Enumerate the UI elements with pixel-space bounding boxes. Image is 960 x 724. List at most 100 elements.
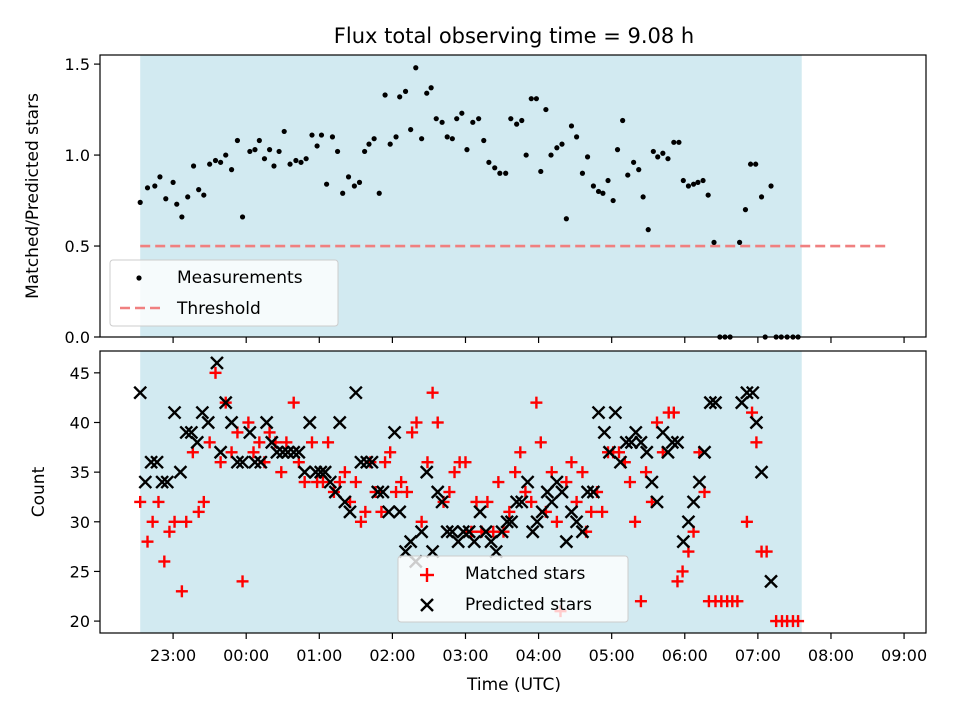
predicted-star-point <box>218 395 233 410</box>
legend-measurements: Measurements <box>177 268 303 288</box>
matched-star-point <box>596 505 609 518</box>
predicted-star-point <box>740 385 754 400</box>
measurement-point <box>700 177 706 184</box>
x-tick-label: 00:00 <box>223 646 269 665</box>
predicted-star-point <box>235 455 250 470</box>
y-tick-label: 0.0 <box>65 328 90 347</box>
x-tick-label: 06:00 <box>662 646 708 665</box>
predicted-legend-marker <box>420 598 434 612</box>
measurement-point <box>492 165 498 171</box>
predicted-star-point <box>160 475 175 489</box>
measurement-point <box>371 136 377 142</box>
measurement-point <box>538 168 544 175</box>
predicted-star-point <box>445 524 460 539</box>
measurement-points <box>137 65 801 340</box>
predicted-star-point <box>451 534 466 549</box>
measurement-point <box>600 190 606 196</box>
legend-threshold: Threshold <box>176 299 261 319</box>
measurement-point <box>281 128 287 135</box>
measurement-point <box>470 119 476 125</box>
predicted-star-point <box>318 465 332 479</box>
measurement-point <box>334 148 341 155</box>
matched-star-point <box>792 615 805 628</box>
predicted-star-point <box>650 495 664 509</box>
count-legend-box <box>397 555 629 623</box>
matched-star-point <box>760 545 773 558</box>
measurement-point <box>157 174 163 180</box>
legend-predicted-stars: Predicted stars <box>465 595 592 615</box>
predicted-star-point <box>504 514 519 529</box>
predicted-star-point <box>749 415 764 430</box>
matched-star-point <box>305 436 318 449</box>
predicted-star-point <box>462 524 476 539</box>
matched-star-point <box>623 476 636 489</box>
predicted-star-point <box>201 415 216 430</box>
measurement-point <box>640 194 646 200</box>
matched-star-point <box>253 436 266 449</box>
measurement-point <box>645 227 651 233</box>
measurement-point <box>218 159 224 165</box>
predicted-star-point <box>155 475 169 489</box>
measurement-point <box>271 163 277 169</box>
measurement-point <box>309 132 315 138</box>
measurement-point <box>768 183 774 189</box>
matched-star-point <box>565 456 578 469</box>
matched-star-point <box>263 426 276 439</box>
count-y-ticks: 20 25 30 35 40 45 <box>70 364 100 631</box>
measurement-point <box>298 159 304 165</box>
predicted-star-point <box>381 505 396 519</box>
legend-matched-stars: Matched stars <box>465 564 585 584</box>
predicted-star-point <box>555 485 569 499</box>
predicted-star-point <box>179 425 194 440</box>
matched-star-point <box>629 515 642 528</box>
predicted-star-point <box>281 445 295 460</box>
measurement-point <box>428 85 434 91</box>
predicted-star-point <box>291 445 306 460</box>
matched-star-point <box>146 515 159 528</box>
measurement-point <box>660 150 666 156</box>
count-y-axis-label: Count <box>29 466 49 517</box>
matched-star-point <box>550 515 563 528</box>
measurement-point <box>419 136 425 142</box>
measurement-point <box>397 94 403 100</box>
measurement-point <box>503 170 509 176</box>
predicted-star-point <box>544 495 559 509</box>
matched-legend-marker <box>420 568 434 582</box>
predicted-star-point <box>628 425 643 440</box>
matched-star-point <box>612 446 625 459</box>
measurement-point <box>444 134 450 140</box>
matched-star-point <box>242 416 255 429</box>
measurement-point <box>568 123 575 129</box>
y-tick-label: 0.5 <box>65 237 90 256</box>
x-tick-label: 01:00 <box>296 646 342 665</box>
measurements-legend-marker <box>136 275 142 281</box>
predicted-star-point <box>332 415 347 430</box>
matched-star-point <box>287 396 300 409</box>
matched-star-point <box>459 456 472 469</box>
y-tick-label: 1.5 <box>65 55 90 74</box>
matched-star-point <box>492 476 505 489</box>
measurement-point <box>152 183 158 189</box>
predicted-star-point <box>264 435 279 450</box>
y-tick-label: 45 <box>70 364 90 383</box>
measurement-point <box>382 92 388 98</box>
measurement-point <box>650 148 656 155</box>
measurement-point <box>287 161 293 167</box>
matched-star-point <box>525 495 538 508</box>
predicted-star-point <box>670 435 685 450</box>
measurement-point <box>345 174 352 180</box>
measurement-point <box>228 167 235 173</box>
matched-star-point <box>750 436 763 449</box>
measurement-point <box>366 141 372 147</box>
measurement-point <box>590 183 597 189</box>
matched-star-point <box>359 505 372 518</box>
measurement-point <box>314 143 320 149</box>
predicted-star-point <box>376 485 390 499</box>
predicted-star-point <box>323 475 338 489</box>
measurement-point <box>742 207 749 213</box>
matched-star-point <box>448 466 461 479</box>
matched-star-point <box>316 476 329 489</box>
matched-star-point <box>163 525 176 538</box>
predicted-star-point <box>403 534 418 549</box>
matched-star-point <box>379 456 392 469</box>
